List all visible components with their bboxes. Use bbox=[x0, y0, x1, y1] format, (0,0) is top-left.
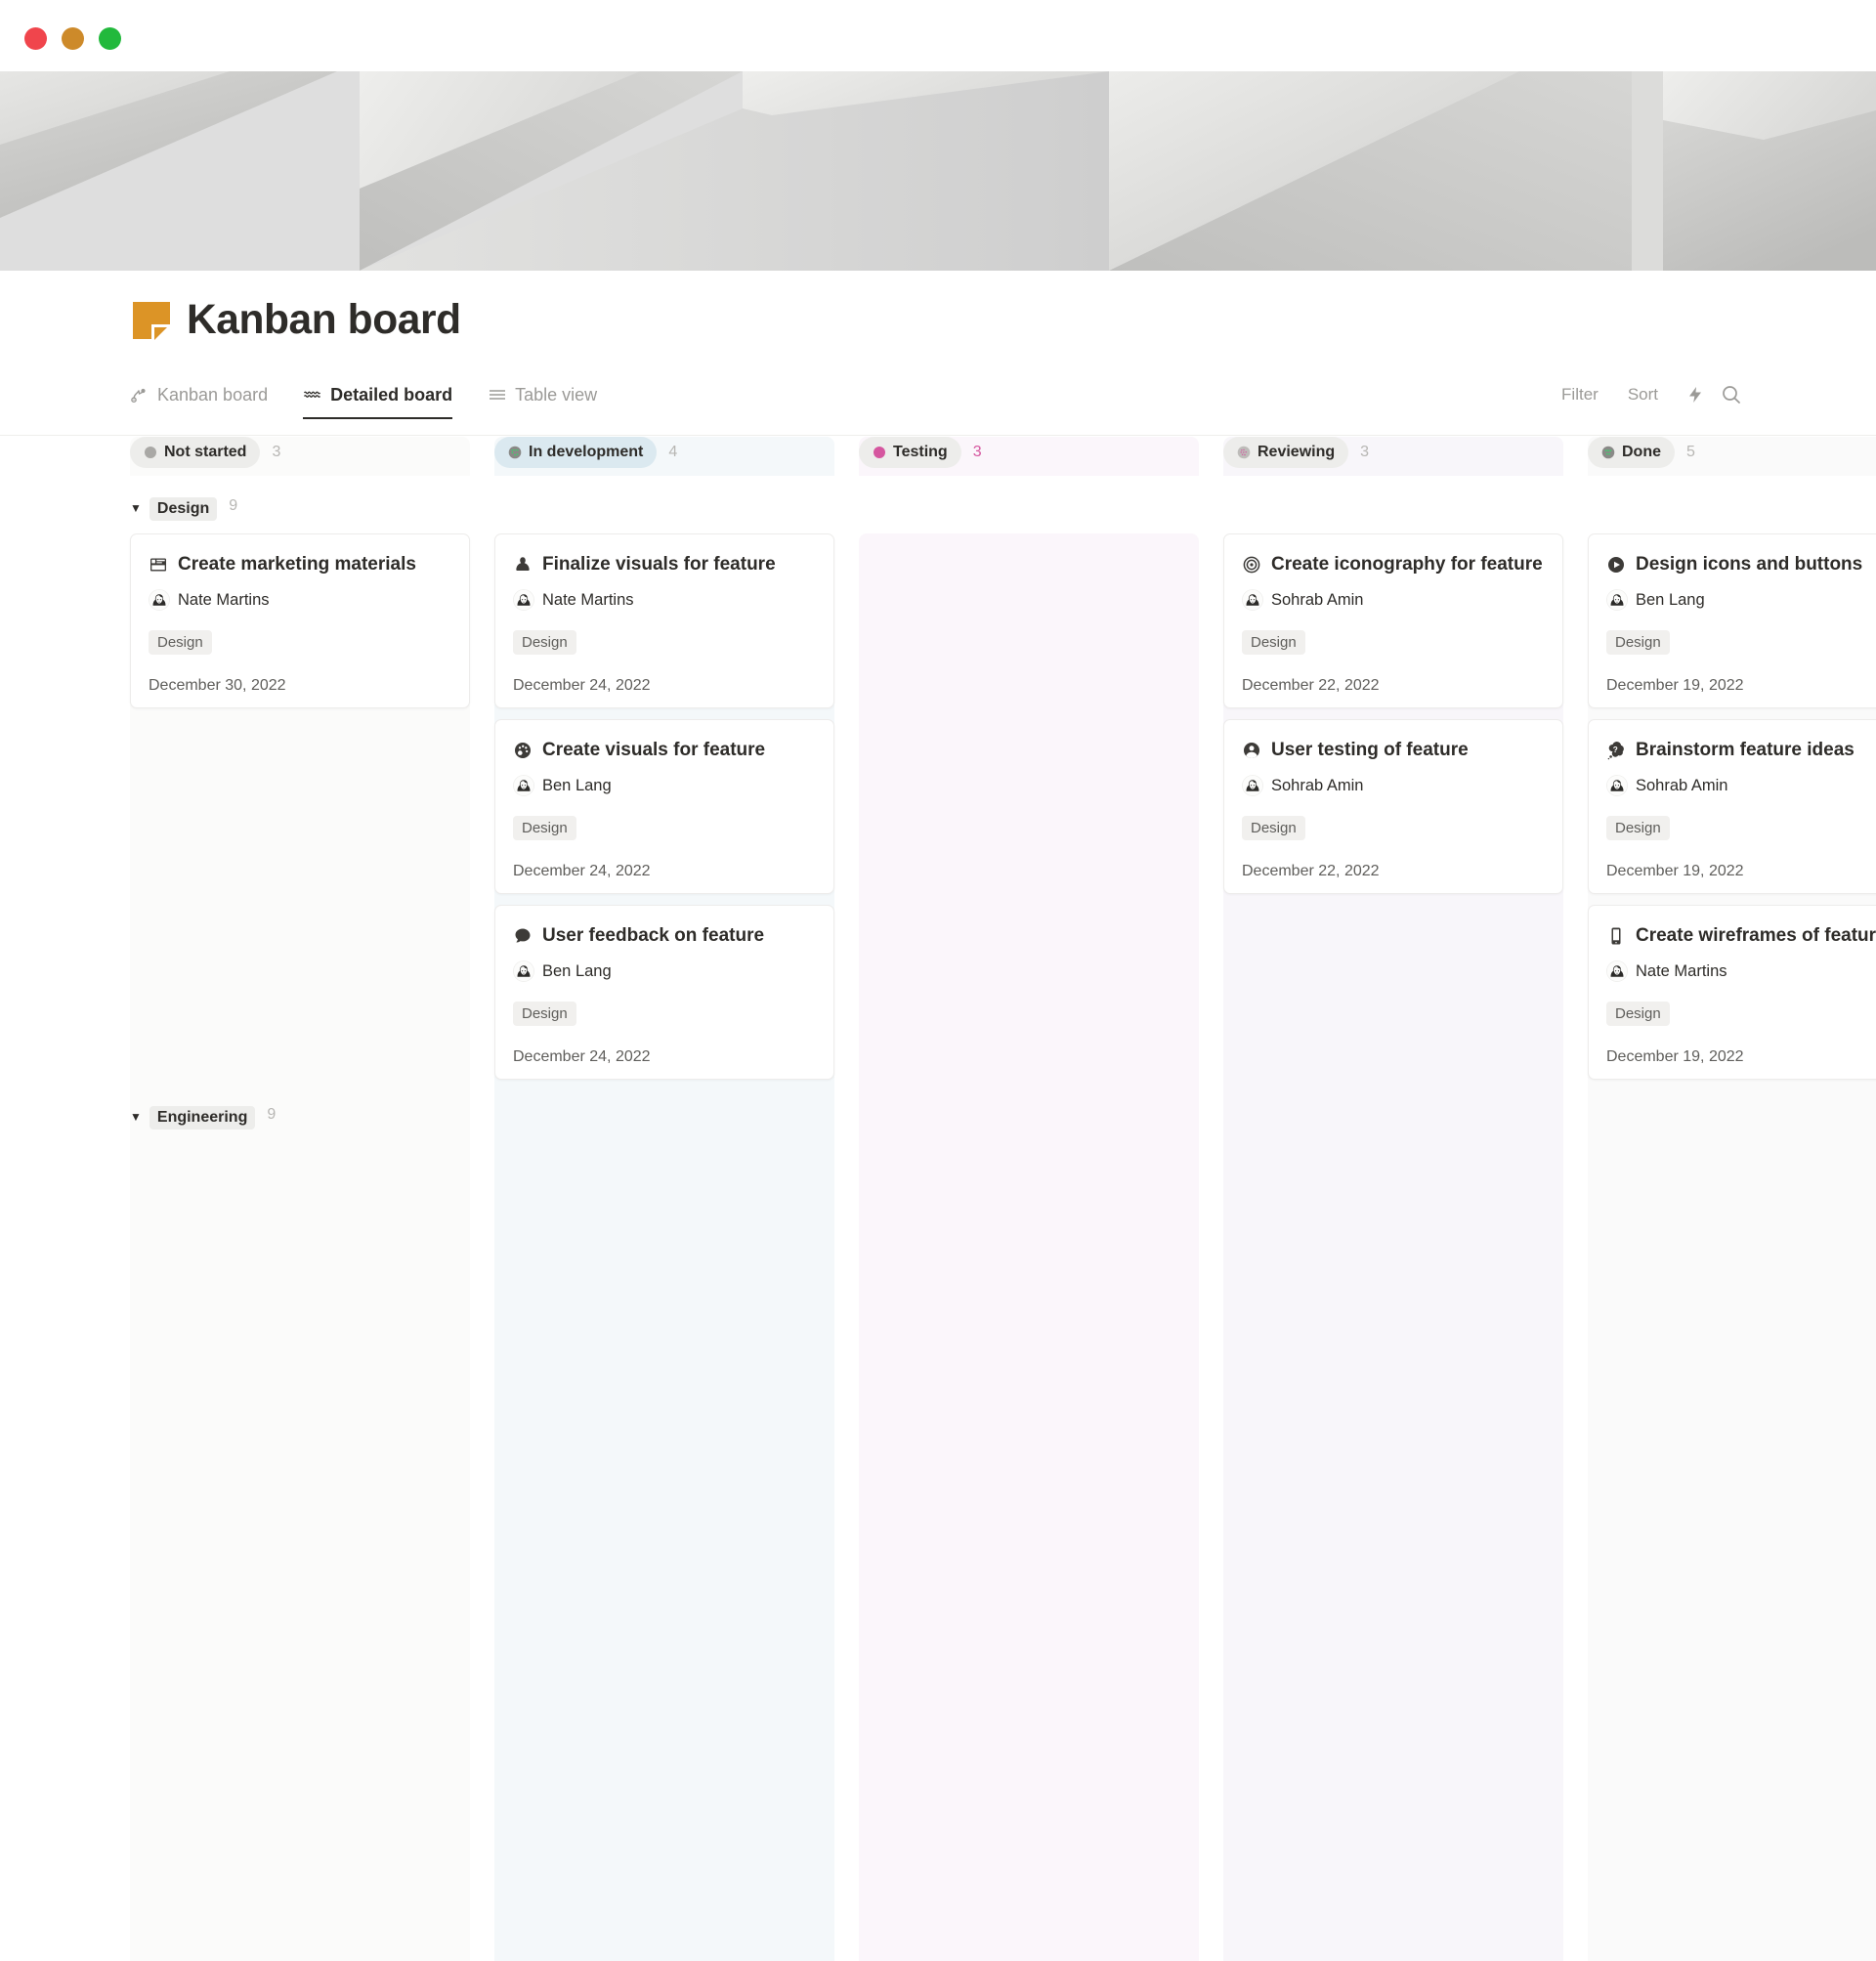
svg-text:?: ? bbox=[1613, 746, 1618, 754]
